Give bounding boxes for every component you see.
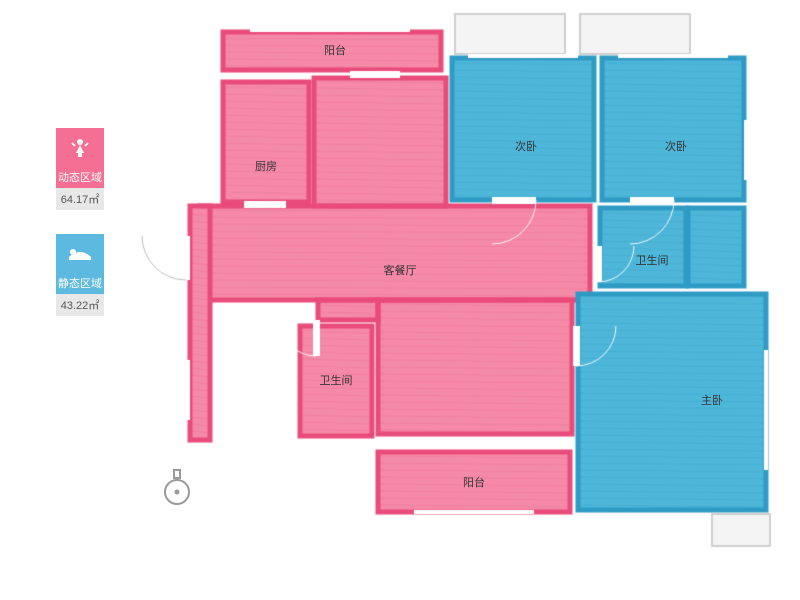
- legend-static-value: 43.22㎡: [56, 294, 104, 316]
- label-bathroom-left: 卫生间: [320, 372, 353, 388]
- legend-dynamic-swatch: [56, 128, 104, 166]
- legend-dynamic-value: 64.17㎡: [56, 188, 104, 210]
- label-bedroom-master: 主卧: [701, 392, 723, 408]
- floorplan-canvas: [0, 0, 800, 600]
- label-kitchen: 厨房: [255, 158, 277, 174]
- legend-static: 静态区域 43.22㎡: [56, 234, 104, 316]
- legend-static-swatch: [56, 234, 104, 272]
- people-icon: [68, 137, 92, 157]
- label-bathroom-right: 卫生间: [636, 252, 669, 268]
- legend-static-title: 静态区域: [56, 272, 104, 294]
- label-balcony-top: 阳台: [324, 42, 346, 58]
- label-living-dining: 客餐厅: [384, 262, 417, 278]
- sleep-icon: [67, 245, 93, 261]
- compass-icon: [161, 468, 193, 508]
- legend-dynamic: 动态区域 64.17㎡: [56, 128, 104, 210]
- label-bedroom-nw: 次卧: [515, 138, 537, 154]
- label-balcony-bottom: 阳台: [463, 474, 485, 490]
- label-bedroom-ne: 次卧: [665, 138, 687, 154]
- legend-dynamic-title: 动态区域: [56, 166, 104, 188]
